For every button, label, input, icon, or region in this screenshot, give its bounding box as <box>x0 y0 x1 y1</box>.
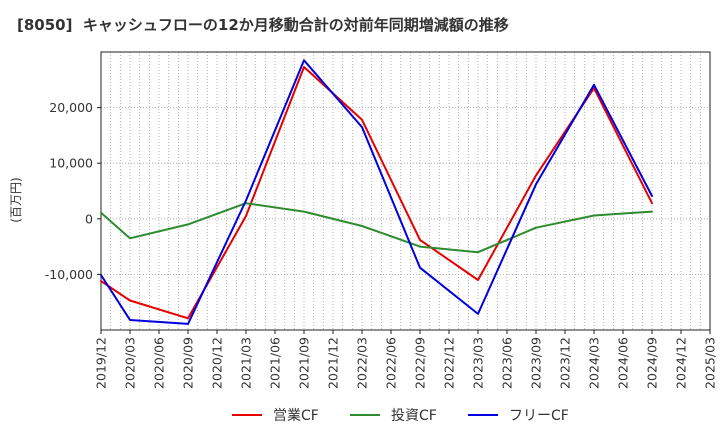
x-tick-label: 2022/09 <box>413 337 428 389</box>
x-tick-label: 2024/03 <box>587 337 602 389</box>
x-tick-label: 2020/09 <box>181 337 196 389</box>
chart-title: [8050] キャッシュフローの12か月移動合計の対前年同期増減額の推移 <box>17 16 509 34</box>
series-lines <box>100 59 653 325</box>
y-tick-label: 0 <box>85 211 93 226</box>
x-tick-label: 2020/03 <box>123 337 138 389</box>
x-tick-label: 2022/06 <box>384 337 399 389</box>
legend-label-operating-cf: 営業CF <box>273 408 319 424</box>
x-tick-label: 2021/09 <box>297 337 312 389</box>
x-tick-label: 2020/06 <box>152 337 167 389</box>
y-tick-label: -10,000 <box>45 267 93 282</box>
x-tick-label: 2022/03 <box>355 337 370 389</box>
legend-item-operating-cf: 営業CF <box>232 408 319 424</box>
x-tick-label: 2020/12 <box>210 337 225 389</box>
y-axis-label: (百万円) <box>9 177 23 222</box>
x-tick-label: 2024/12 <box>674 337 689 389</box>
investing-cf-line <box>100 202 653 254</box>
legend-label-free-cf: フリーCF <box>509 408 569 424</box>
y-tick-label: 10,000 <box>49 156 93 171</box>
x-tick-label: 2024/09 <box>645 337 660 389</box>
y-axis-ticks: 20,000 10,000 0 -10,000 <box>45 100 101 282</box>
legend-item-free-cf: フリーCF <box>468 408 569 424</box>
x-tick-label: 2021/03 <box>239 337 254 389</box>
legend-label-investing-cf: 投資CF <box>391 408 437 424</box>
x-tick-label: 2023/03 <box>471 337 486 389</box>
legend: 営業CF 投資CF フリーCF <box>232 408 569 424</box>
x-tick-label: 2023/12 <box>558 337 573 389</box>
y-tick-label: 20,000 <box>49 100 93 115</box>
x-tick-label: 2023/09 <box>529 337 544 389</box>
x-axis-ticks: 2019/12 2020/03 2020/06 2020/09 2020/12 2021/… <box>94 330 718 389</box>
x-tick-label: 2021/06 <box>268 337 283 389</box>
legend-item-investing-cf: 投資CF <box>350 408 437 424</box>
x-tick-label: 2019/12 <box>94 337 109 389</box>
x-tick-label: 2022/12 <box>442 337 457 389</box>
x-tick-label: 2024/06 <box>616 337 631 389</box>
x-tick-label: 2025/03 <box>703 337 718 389</box>
x-tick-label: 2023/06 <box>500 337 515 389</box>
plot-frame <box>100 51 711 331</box>
x-tick-label: 2021/12 <box>326 337 341 389</box>
operating-cf-line <box>100 66 653 320</box>
free-cf-line <box>100 59 653 325</box>
